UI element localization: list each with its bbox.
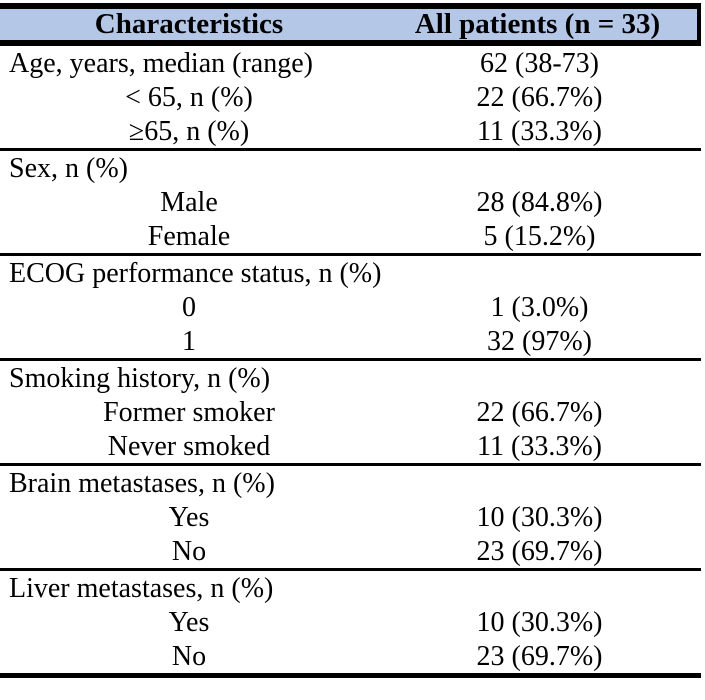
row-label: ECOG performance status, n (%) [9, 257, 382, 289]
row-label: Smoking history, n (%) [9, 362, 271, 394]
row-value: 10 (30.3%) [476, 606, 603, 638]
characteristics-table: Characteristics All patients (n = 33) Ag… [0, 3, 701, 678]
row-label: Yes [168, 501, 210, 533]
table-row: Brain metastases, n (%) [0, 466, 701, 500]
header-cell-characteristics: Characteristics [94, 8, 284, 40]
row-value: 22 (66.7%) [476, 81, 603, 113]
table-row: Never smoked 11 (33.3%) [0, 429, 701, 463]
row-label: Brain metastases, n (%) [9, 467, 275, 499]
table-row: Former smoker 22 (66.7%) [0, 395, 701, 429]
row-value: 62 (38-73) [480, 47, 599, 79]
row-label: 1 [182, 325, 196, 357]
row-label: Age, years, median (range) [9, 47, 313, 79]
table-row: Yes 10 (30.3%) [0, 605, 701, 639]
table-row: < 65, n (%) 22 (66.7%) [0, 80, 701, 114]
row-label: ≥65, n (%) [128, 115, 250, 147]
table-row: Liver metastases, n (%) [0, 571, 701, 605]
row-label: Female [147, 220, 231, 252]
row-label: Liver metastases, n (%) [9, 572, 274, 604]
row-value: 23 (69.7%) [476, 535, 603, 567]
section-ecog: ECOG performance status, n (%) 0 1 (3.0%… [0, 256, 701, 361]
section-brain-metastases: Brain metastases, n (%) Yes 10 (30.3%) N… [0, 466, 701, 571]
table-row: 0 1 (3.0%) [0, 290, 701, 324]
section-liver-metastases: Liver metastases, n (%) Yes 10 (30.3%) N… [0, 571, 701, 678]
row-label: Never smoked [107, 430, 271, 462]
row-label: 0 [182, 291, 196, 323]
row-label: Former smoker [103, 396, 275, 428]
row-value: 5 (15.2%) [483, 220, 596, 252]
row-value: 28 (84.8%) [476, 186, 603, 218]
row-value: 11 (33.3%) [477, 430, 602, 462]
table-row: No 23 (69.7%) [0, 534, 701, 568]
row-value: 23 (69.7%) [476, 640, 603, 672]
table-header-row: Characteristics All patients (n = 33) [0, 3, 701, 46]
row-label: Yes [168, 606, 210, 638]
table-row: ≥65, n (%) 11 (33.3%) [0, 114, 701, 148]
section-age: Age, years, median (range) 62 (38-73) < … [0, 46, 701, 151]
table-row: No 23 (69.7%) [0, 639, 701, 673]
row-label: Male [160, 186, 218, 218]
row-value: 22 (66.7%) [476, 396, 603, 428]
section-smoking: Smoking history, n (%) Former smoker 22 … [0, 361, 701, 466]
header-cell-all-patients: All patients (n = 33) [414, 8, 661, 40]
row-label: Sex, n (%) [9, 152, 128, 184]
row-label: No [171, 640, 207, 672]
table-row: Yes 10 (30.3%) [0, 500, 701, 534]
table-row: Age, years, median (range) 62 (38-73) [0, 46, 701, 80]
section-sex: Sex, n (%) Male 28 (84.8%) Female 5 (15.… [0, 151, 701, 256]
row-value: 10 (30.3%) [476, 501, 603, 533]
row-value: 32 (97%) [487, 325, 592, 357]
table-row: Female 5 (15.2%) [0, 219, 701, 253]
row-value: 11 (33.3%) [477, 115, 602, 147]
row-label: < 65, n (%) [125, 81, 253, 113]
table-row: ECOG performance status, n (%) [0, 256, 701, 290]
table-row: Smoking history, n (%) [0, 361, 701, 395]
table-row: Sex, n (%) [0, 151, 701, 185]
table-row: 1 32 (97%) [0, 324, 701, 358]
table-row: Male 28 (84.8%) [0, 185, 701, 219]
row-label: No [171, 535, 207, 567]
row-value: 1 (3.0%) [490, 291, 589, 323]
